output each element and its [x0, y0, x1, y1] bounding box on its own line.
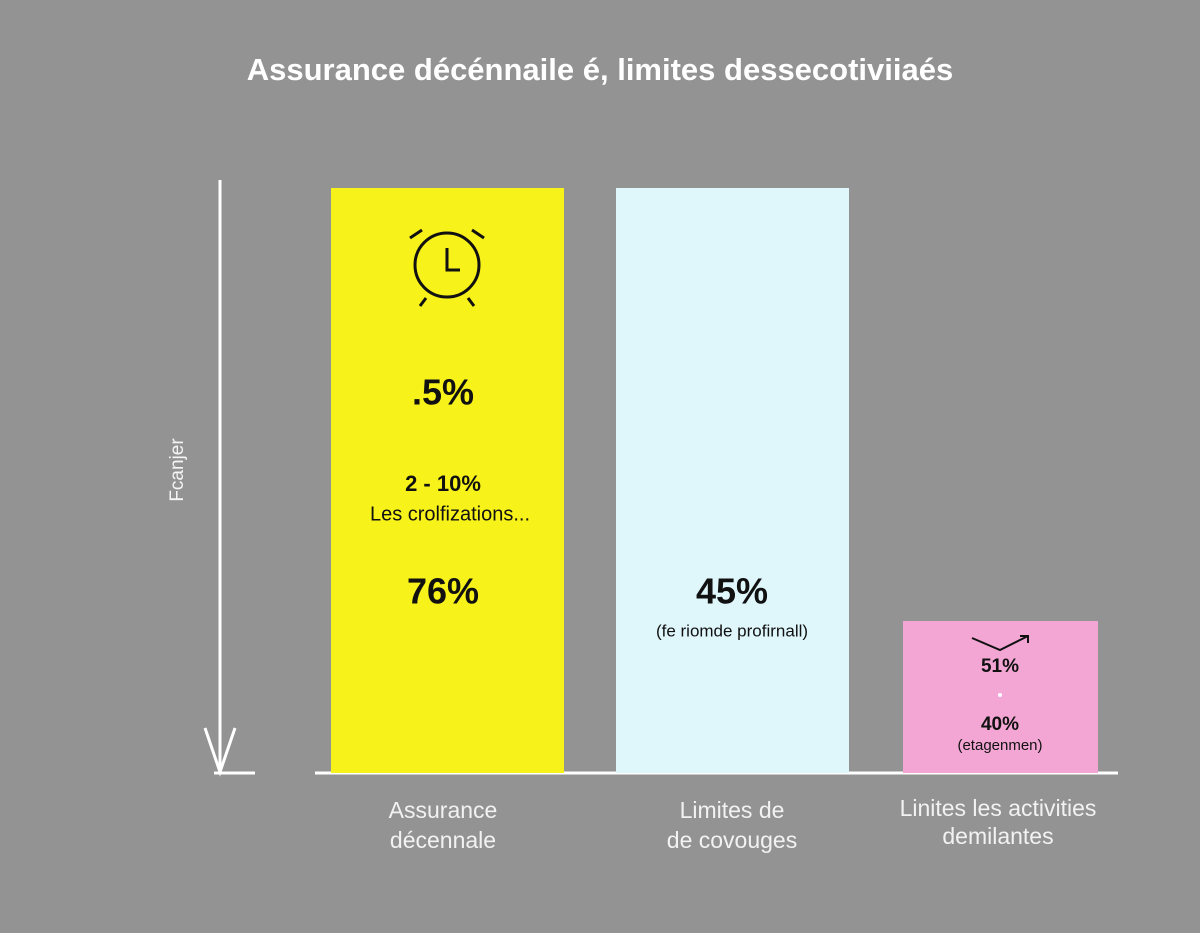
bar-text: 2 - 10% [405, 471, 481, 496]
bar-text: 45% [696, 571, 768, 612]
x-label: de covouges [667, 827, 797, 853]
x-label: Assurance [389, 797, 498, 823]
axis-label: Fcanjer [167, 438, 188, 502]
bar-text: Les crolfizations... [370, 503, 530, 525]
bar-text: (etagenmen) [957, 737, 1042, 754]
bar-text: 76% [407, 571, 479, 612]
bar [331, 188, 564, 773]
chart-title: Assurance décénnaile é, limites dessecot… [247, 52, 953, 87]
dot [998, 693, 1002, 697]
bar-text: 51% [981, 656, 1019, 677]
bar-text: 40% [981, 714, 1019, 735]
x-label: Linites les activities [900, 795, 1097, 821]
bar [616, 188, 849, 773]
x-label: demilantes [942, 823, 1053, 849]
bar-text: (fe riomde profirnall) [656, 621, 808, 640]
x-label: décennale [390, 827, 496, 853]
bar-text: .5% [412, 372, 474, 413]
clock-icon [409, 228, 485, 307]
x-label: Limites de [680, 797, 785, 823]
bar [903, 621, 1098, 773]
trend-icon [971, 635, 1029, 652]
